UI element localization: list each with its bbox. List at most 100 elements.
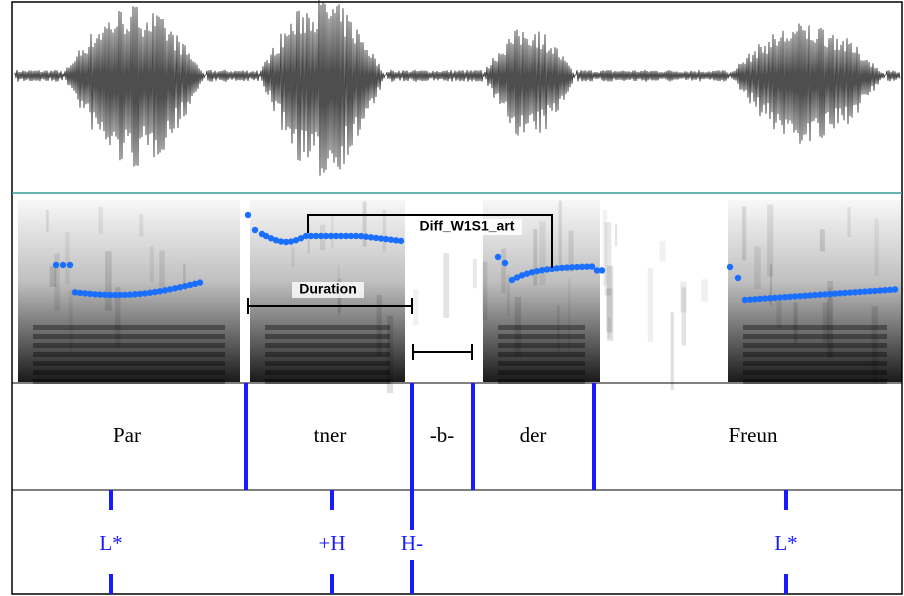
pitch-dot	[126, 291, 134, 298]
pitch-dot	[262, 232, 270, 240]
noise	[604, 222, 612, 296]
pitch-dot	[176, 284, 184, 291]
noise	[507, 274, 510, 316]
pitch-dot	[397, 237, 405, 245]
noise	[291, 246, 295, 268]
wave-path	[14, 0, 901, 176]
noise	[482, 261, 488, 321]
pitch-dot	[342, 232, 350, 240]
annotation: Duration	[299, 281, 357, 297]
pitch-dot	[501, 259, 509, 267]
tone-label: +H	[318, 531, 345, 555]
pitch-dot	[881, 287, 889, 294]
pitch-dot	[756, 295, 764, 303]
pitch-dot	[508, 276, 516, 284]
pitch-dot	[327, 232, 335, 240]
annotation: Diff_W1S1_art	[420, 218, 515, 234]
noise	[647, 268, 654, 342]
pitch-dot	[598, 267, 606, 274]
noise	[776, 301, 782, 328]
noise	[822, 302, 829, 343]
pitch-dot	[861, 288, 869, 295]
pitch-dot	[166, 286, 174, 293]
noise	[602, 209, 608, 286]
pitch-dot	[76, 289, 84, 297]
pitch-dot	[543, 266, 551, 273]
noise	[767, 204, 774, 277]
pitch-dot	[548, 265, 556, 273]
boundaries	[244, 383, 596, 490]
formant	[743, 361, 887, 366]
noise	[472, 258, 477, 289]
pitch-dot	[59, 261, 67, 269]
pitch-dot	[337, 232, 345, 240]
formant	[265, 361, 390, 366]
pitch-dot	[307, 232, 315, 240]
formant	[33, 352, 225, 357]
spec-block	[18, 200, 240, 382]
formant	[743, 370, 887, 375]
pitch-dot	[801, 292, 809, 299]
noise	[139, 214, 144, 237]
pitch-dot	[573, 263, 581, 271]
pitch-dot	[791, 293, 799, 300]
noise	[754, 246, 761, 289]
word-label: Par	[113, 423, 141, 447]
noise	[606, 265, 614, 341]
noise	[183, 263, 186, 285]
pitch-dot	[382, 235, 390, 243]
pitch-dot	[841, 289, 849, 297]
noise	[819, 229, 825, 252]
pitch-dot	[771, 294, 779, 302]
noise	[533, 228, 538, 286]
noise	[65, 232, 70, 285]
noise	[54, 253, 60, 311]
pitch-dot	[332, 232, 340, 240]
noise	[382, 209, 387, 252]
formant	[33, 343, 225, 348]
pitch-dot	[826, 290, 834, 298]
pitch-dot	[761, 295, 769, 302]
pitch-dot	[111, 291, 119, 299]
pitch-dot	[886, 286, 894, 294]
pitch-dot	[372, 234, 380, 242]
pitch-dot	[66, 261, 74, 269]
noise	[105, 251, 112, 311]
formant	[743, 352, 887, 357]
formant	[265, 334, 390, 339]
label-bg	[396, 532, 428, 558]
formant	[265, 370, 390, 375]
formant	[265, 343, 390, 348]
formant	[498, 370, 585, 375]
pitch-dot	[292, 237, 300, 244]
noise	[558, 200, 562, 267]
pitch-dot	[781, 294, 789, 301]
pitch-dot	[741, 296, 749, 304]
tone-marks	[109, 490, 788, 594]
pitch-dot	[86, 290, 94, 298]
formant	[498, 361, 585, 366]
pitch-dot	[272, 237, 280, 244]
noise	[847, 207, 851, 238]
formant	[33, 325, 225, 330]
pitch-dot	[121, 291, 129, 299]
pitch-dot	[146, 289, 154, 296]
formant	[33, 361, 225, 366]
pitch-dot	[171, 285, 179, 292]
pitch-dot	[533, 267, 541, 275]
label-bg	[292, 282, 364, 298]
pitch-dot	[796, 292, 804, 300]
noise	[871, 306, 878, 384]
pitch-dot	[846, 289, 854, 296]
pitch-dot	[751, 296, 759, 303]
pitch-dot	[836, 290, 844, 297]
formant	[743, 334, 887, 339]
pitch-dot	[528, 269, 536, 276]
noise	[615, 224, 618, 247]
pitch-dot	[578, 263, 586, 271]
noise	[556, 304, 560, 352]
pitch-track	[52, 211, 899, 304]
pitch-dot	[593, 267, 601, 274]
formant	[498, 334, 585, 339]
